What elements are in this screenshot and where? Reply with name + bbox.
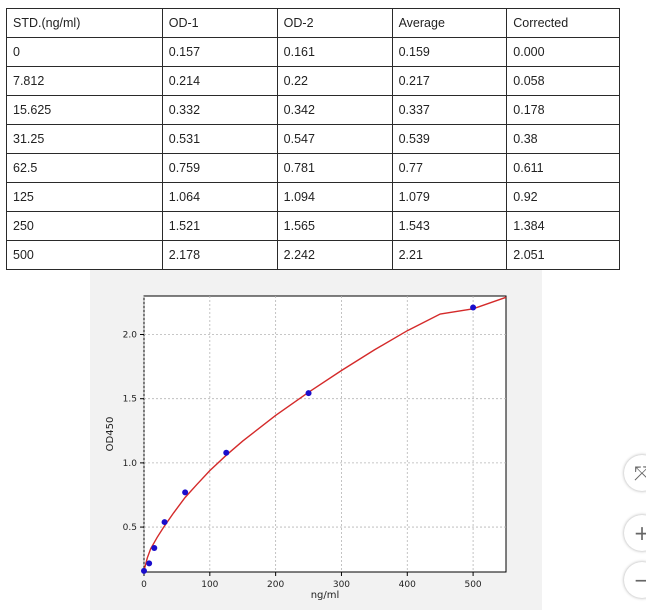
cell-corrected: 0.611 — [506, 153, 620, 183]
y-tick-label: 0.5 — [123, 523, 137, 533]
standard-curve-chart: 0 100 200 300 400 500 0.5 1.0 1.5 2.0 ng/ml OD45… — [105, 295, 507, 601]
cell-od1: 0.531 — [161, 124, 278, 154]
cell-corrected: 0.000 — [506, 37, 620, 67]
x-tick-label: 300 — [333, 580, 350, 590]
zoom-in-button[interactable]: + — [624, 515, 646, 551]
cell-average: 2.21 — [391, 240, 508, 270]
table-row: 7.812 0.214 0.22 0.217 0.058 — [6, 66, 620, 96]
cell-od1: 0.214 — [161, 66, 278, 96]
fit-arrows-icon: ⤧ — [634, 461, 646, 485]
x-tick-label: 500 — [464, 580, 481, 590]
cell-std: 250 — [6, 211, 163, 241]
cell-corrected: 1.384 — [506, 211, 620, 241]
cell-od2: 0.781 — [276, 153, 393, 183]
x-tick-label: 0 — [141, 580, 147, 590]
cell-corrected: 2.051 — [506, 240, 620, 270]
data-point — [182, 489, 189, 496]
cell-od1: 1.521 — [161, 211, 278, 241]
data-point — [223, 449, 230, 456]
header-std: STD.(ng/ml) — [6, 8, 163, 38]
x-tick-label: 200 — [267, 580, 284, 590]
cell-std: 15.625 — [6, 95, 163, 125]
table-row: 62.5 0.759 0.781 0.77 0.611 — [6, 153, 620, 183]
cell-average: 0.337 — [391, 95, 508, 125]
cell-od1: 0.332 — [161, 95, 278, 125]
plus-icon: + — [633, 521, 646, 545]
grid-lines — [143, 296, 506, 572]
y-tick-label: 1.0 — [123, 459, 138, 469]
x-axis-label: ng/ml — [311, 590, 340, 601]
data-point — [305, 390, 312, 397]
header-corrected: Corrected — [506, 8, 620, 38]
cell-od2: 0.342 — [276, 95, 393, 125]
data-point — [161, 519, 168, 526]
cell-od1: 0.759 — [161, 153, 278, 183]
header-od1: OD-1 — [161, 8, 278, 38]
plot-area — [143, 295, 507, 573]
cell-od2: 0.161 — [276, 37, 393, 67]
data-point — [141, 567, 147, 574]
cell-std: 31.25 — [6, 124, 163, 154]
cell-od1: 2.178 — [161, 240, 278, 270]
data-points — [141, 304, 477, 574]
data-point — [470, 304, 477, 311]
y-axis: 0.5 1.0 1.5 2.0 — [123, 331, 144, 533]
cell-od1: 0.157 — [161, 37, 278, 67]
cell-corrected: 0.178 — [506, 95, 620, 125]
cell-average: 0.217 — [391, 66, 508, 96]
cell-od1: 1.064 — [161, 182, 278, 212]
cell-od2: 1.565 — [276, 211, 393, 241]
header-od2: OD-2 — [276, 8, 393, 38]
table-header-row: STD.(ng/ml) OD-1 OD-2 Average Corrected — [6, 8, 620, 38]
cell-std: 125 — [6, 182, 163, 212]
table-row: 500 2.178 2.242 2.21 2.051 — [6, 240, 620, 270]
cell-corrected: 0.058 — [506, 66, 620, 96]
cell-average: 1.543 — [391, 211, 508, 241]
cell-corrected: 0.92 — [506, 182, 620, 212]
cell-average: 0.539 — [391, 124, 508, 154]
x-axis: 0 100 200 300 400 500 — [141, 572, 482, 590]
table-row: 125 1.064 1.094 1.079 0.92 — [6, 182, 620, 212]
cell-std: 500 — [6, 240, 163, 270]
cell-std: 7.812 — [6, 66, 163, 96]
cell-average: 0.77 — [391, 153, 508, 183]
cell-average: 0.159 — [391, 37, 508, 67]
cell-average: 1.079 — [391, 182, 508, 212]
standard-curve-figure: 0 100 200 300 400 500 0.5 1.0 1.5 2.0 ng/ml OD45… — [90, 270, 542, 610]
x-tick-label: 100 — [201, 580, 218, 590]
table-row: 0 0.157 0.161 0.159 0.000 — [6, 37, 620, 67]
y-axis-label: OD450 — [105, 417, 116, 452]
table-row: 15.625 0.332 0.342 0.337 0.178 — [6, 95, 620, 125]
x-tick-label: 400 — [399, 580, 416, 590]
cell-od2: 0.22 — [276, 66, 393, 96]
cell-od2: 0.547 — [276, 124, 393, 154]
table-body: 0 0.157 0.161 0.159 0.000 7.812 0.214 0.22 0.217… — [6, 37, 620, 270]
header-average: Average — [391, 8, 508, 38]
cell-od2: 1.094 — [276, 182, 393, 212]
cell-std: 0 — [6, 37, 163, 67]
minus-icon: − — [633, 568, 646, 592]
cell-od2: 2.242 — [276, 240, 393, 270]
data-point — [151, 544, 158, 551]
data-point — [146, 560, 153, 567]
y-tick-label: 1.5 — [123, 395, 137, 405]
cell-std: 62.5 — [6, 153, 163, 183]
table-row: 31.25 0.531 0.547 0.539 0.38 — [6, 124, 620, 154]
table-row: 250 1.521 1.565 1.543 1.384 — [6, 211, 620, 241]
cell-corrected: 0.38 — [506, 124, 620, 154]
zoom-out-button[interactable]: − — [624, 562, 646, 598]
fit-button[interactable]: ⤧ — [624, 455, 646, 491]
y-tick-label: 2.0 — [123, 331, 138, 341]
standards-table: STD.(ng/ml) OD-1 OD-2 Average Corrected 0 0.1… — [6, 8, 620, 270]
